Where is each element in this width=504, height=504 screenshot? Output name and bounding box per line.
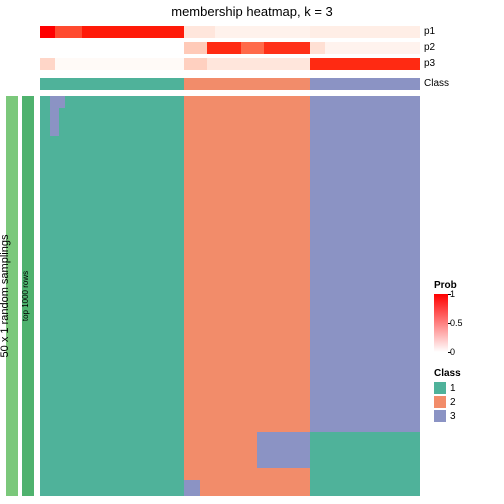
annotation-cell (40, 78, 184, 90)
legend-class-item: 1 (434, 382, 461, 394)
annotation-cell (264, 42, 310, 54)
annotation-cell (310, 78, 420, 90)
legend-class-label: 1 (450, 383, 456, 394)
annotation-cell (310, 42, 325, 54)
plot-title: membership heatmap, k = 3 (0, 4, 504, 19)
annotation-cell (40, 26, 55, 38)
heatmap-overlay (184, 480, 199, 496)
annotation-cell (207, 58, 310, 70)
annotation-cell (40, 58, 55, 70)
legend-prob: Prob 10.50 (434, 280, 457, 352)
annotation-label-class: Class (424, 78, 449, 90)
annotation-cell (207, 42, 241, 54)
annotation-cell (82, 26, 185, 38)
heatmap-overlay (50, 108, 60, 136)
annotation-label-p1: p1 (424, 26, 435, 38)
legend-prob-tick: 1 (450, 289, 455, 299)
annotation-cell (241, 42, 264, 54)
heatmap-body (40, 96, 420, 496)
legend-prob-tick: 0.5 (450, 318, 463, 328)
legend-swatch (434, 396, 446, 408)
annotation-row-p1 (40, 26, 420, 38)
annotation-cell (55, 58, 184, 70)
legend-prob-gradient: 10.50 (434, 294, 448, 352)
legend-class-item: 3 (434, 410, 461, 422)
annotation-cell (184, 26, 214, 38)
legend-swatch (434, 382, 446, 394)
annotation-cell (310, 26, 420, 38)
annotation-cell (40, 42, 184, 54)
annotation-cell (215, 26, 310, 38)
annotation-cell (184, 42, 207, 54)
annotation-row-p2 (40, 42, 420, 54)
legend-class: Class 1 2 3 (434, 368, 461, 422)
heatmap-column (40, 96, 184, 496)
annotation-row-p3 (40, 58, 420, 70)
annotation-cell (310, 58, 420, 70)
annotation-cell (55, 26, 82, 38)
legend-class-item: 2 (434, 396, 461, 408)
annotation-cell (184, 78, 309, 90)
legend-swatch (434, 410, 446, 422)
annotation-cell (184, 58, 207, 70)
annotation-row-class (40, 78, 420, 90)
annotation-label-p2: p2 (424, 42, 435, 54)
heatmap-overlay (257, 432, 310, 468)
legend-class-title: Class (434, 368, 461, 379)
heatmap-overlay (310, 432, 420, 496)
rows-bar-label: top 1000 rows (20, 96, 32, 496)
sampling-bar-label: 50 x 1 random samplings (0, 96, 11, 496)
legend-class-label: 2 (450, 397, 456, 408)
legend-class-label: 3 (450, 411, 456, 422)
heatmap-overlay (50, 96, 65, 108)
legend-prob-tick: 0 (450, 347, 455, 357)
annotation-cell (325, 42, 420, 54)
annotation-label-p3: p3 (424, 58, 435, 70)
